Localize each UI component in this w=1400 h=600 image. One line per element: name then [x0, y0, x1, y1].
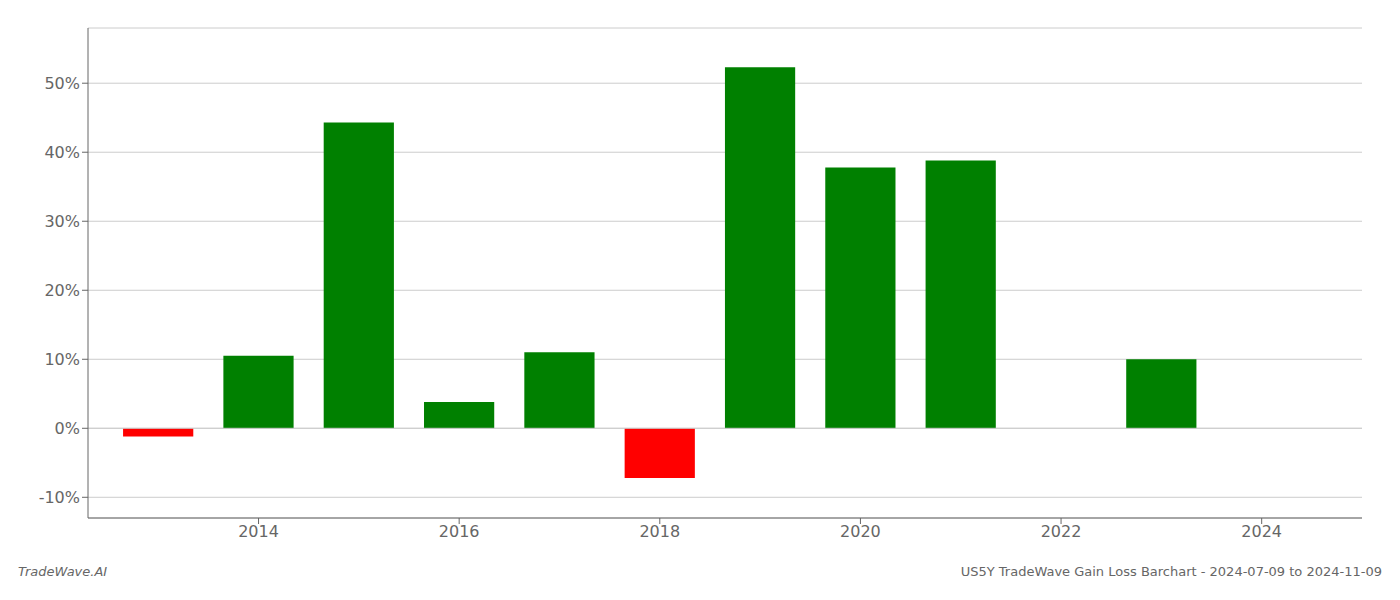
svg-text:10%: 10%	[44, 350, 80, 369]
svg-text:-10%: -10%	[39, 488, 80, 507]
svg-text:2018: 2018	[639, 522, 680, 541]
svg-text:2020: 2020	[840, 522, 881, 541]
svg-text:2022: 2022	[1041, 522, 1082, 541]
svg-text:0%: 0%	[55, 419, 80, 438]
html-text:TradeWave.AI: TradeWave.AI	[18, 564, 108, 579]
svg-text:2024: 2024	[1241, 522, 1282, 541]
svg-text:30%: 30%	[44, 212, 80, 231]
svg-text:20%: 20%	[44, 281, 80, 300]
svg-text:2016: 2016	[439, 522, 480, 541]
svg-text:40%: 40%	[44, 143, 80, 162]
svg-text:50%: 50%	[44, 74, 80, 93]
html-text:US5Y TradeWave Gain Loss Barch: US5Y TradeWave Gain Loss Barchart - 2024…	[960, 564, 1382, 579]
svg-text:2014: 2014	[238, 522, 279, 541]
